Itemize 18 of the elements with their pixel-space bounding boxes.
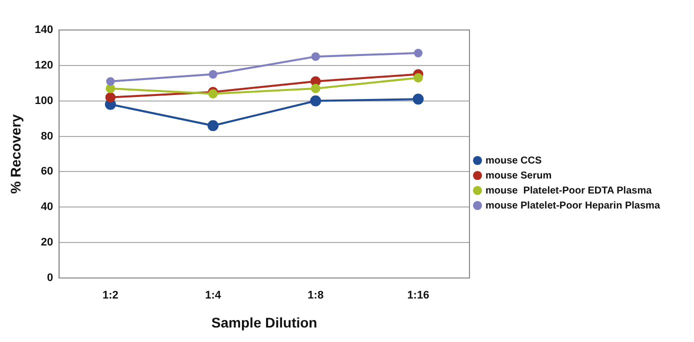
x-axis-title: Sample Dilution: [211, 314, 318, 330]
legend-label: mouse CCS: [486, 155, 562, 166]
y-tick-label: 40: [40, 201, 54, 214]
legend-label: mouse Platelet-Poor EDTA Plasma: [486, 185, 672, 196]
y-tick-label: 100: [34, 94, 54, 107]
y-tick-label: 120: [34, 59, 54, 72]
y-tick-label: 140: [34, 24, 54, 36]
legend-label: mouse Platelet-Poor Heparin Plasma: [486, 200, 680, 212]
x-tick-label: 1:4: [205, 290, 222, 302]
y-tick-label: 80: [40, 130, 54, 142]
y-tick-label: 0: [47, 272, 54, 284]
x-tick-label: 1:16: [407, 290, 430, 302]
y-axis-title: % Recovery: [7, 114, 24, 194]
y-tick-label: 60: [40, 166, 54, 178]
y-tick-label: 20: [40, 236, 54, 249]
x-tick-label: 1:8: [308, 290, 324, 302]
legend-label: mouse Serum: [486, 170, 572, 182]
x-tick-label: 1:2: [102, 290, 118, 302]
